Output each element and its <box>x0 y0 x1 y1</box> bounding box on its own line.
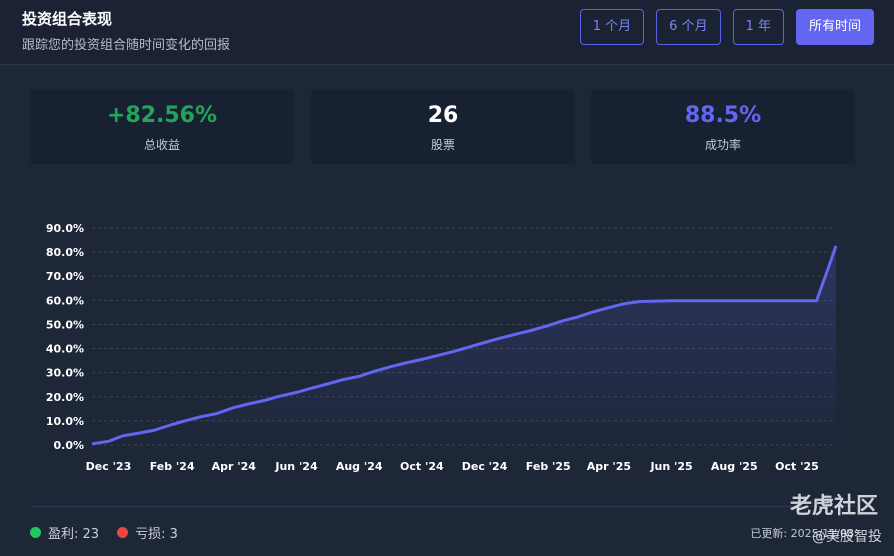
losses-legend: 亏损: 3 <box>117 523 178 542</box>
losses-count: 亏损: 3 <box>135 527 178 542</box>
win-dot-icon <box>30 527 41 538</box>
page-title: 投资组合表现 <box>22 10 113 28</box>
range-1m-button[interactable]: 1 个月 <box>579 9 645 45</box>
success-rate-card: 88.5% 成功率 <box>591 89 855 164</box>
total-return-card: +82.56% 总收益 <box>30 89 294 164</box>
wins-legend: 盈利: 23 <box>30 523 99 542</box>
range-selector: 1 个月 6 个月 1 年 所有时间 <box>579 9 874 45</box>
y-tick-label: 0.0% <box>53 439 84 452</box>
x-tick-label: Apr '24 <box>212 460 257 473</box>
x-tick-label: Oct '24 <box>400 460 444 473</box>
y-tick-label: 50.0% <box>46 318 84 331</box>
y-tick-label: 80.0% <box>46 246 84 259</box>
stocks-label: 股票 <box>430 138 455 152</box>
loss-dot-icon <box>117 527 129 538</box>
y-tick-label: 20.0% <box>46 391 84 404</box>
y-tick-label: 60.0% <box>46 294 84 307</box>
return-area <box>92 245 836 445</box>
y-tick-label: 30.0% <box>46 367 84 380</box>
y-tick-label: 70.0% <box>46 270 84 283</box>
stocks-value: 26 <box>427 103 459 128</box>
header: 投资组合表现 跟踪您的投资组合随时间变化的回报 1 个月 6 个月 1 年 所有… <box>0 0 894 65</box>
stocks-card: 26 股票 <box>311 89 575 164</box>
total-return-value: +82.56% <box>106 103 218 128</box>
success-rate-value: 88.5% <box>684 103 762 128</box>
x-tick-label: Oct '25 <box>775 460 819 473</box>
last-updated: 已更新: 2025/11/08 <box>750 527 854 540</box>
footer-divider <box>30 506 856 507</box>
watermark-handle: @美股智投 <box>812 529 882 545</box>
range-all-button[interactable]: 所有时间 <box>795 9 874 45</box>
performance-chart: 0.0% 10.0% 20.0% 30.0% 40.0% 50.0% 60.0% 70.0% 8… <box>46 222 838 473</box>
range-6m-button[interactable]: 6 个月 <box>656 9 721 45</box>
total-return-label: 总收益 <box>143 138 180 152</box>
win-loss-legend: 盈利: 23 亏损: 3 <box>30 523 178 542</box>
y-tick-label: 40.0% <box>46 343 84 356</box>
range-1y-button[interactable]: 1 年 <box>732 9 784 45</box>
x-tick-label: Dec '24 <box>462 460 508 473</box>
x-tick-label: Jun '24 <box>274 460 318 473</box>
page-subtitle: 跟踪您的投资组合随时间变化的回报 <box>22 38 231 53</box>
x-tick-label: Dec '23 <box>86 460 132 473</box>
x-tick-label: Jun '25 <box>649 460 692 473</box>
watermark-brand: 老虎社区 <box>789 494 878 519</box>
x-tick-label: Aug '24 <box>336 460 383 473</box>
wins-count: 盈利: 23 <box>48 527 100 542</box>
return-line <box>91 245 838 446</box>
x-tick-label: Aug '25 <box>711 460 758 473</box>
success-rate-label: 成功率 <box>704 138 741 152</box>
y-tick-label: 90.0% <box>46 222 84 235</box>
x-tick-label: Feb '25 <box>526 460 571 473</box>
x-tick-label: Apr '25 <box>587 460 631 473</box>
x-tick-label: Feb '24 <box>150 460 195 473</box>
y-tick-label: 10.0% <box>46 415 84 428</box>
